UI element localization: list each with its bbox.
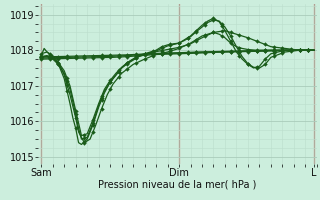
X-axis label: Pression niveau de la mer( hPa ): Pression niveau de la mer( hPa ) bbox=[99, 180, 257, 190]
